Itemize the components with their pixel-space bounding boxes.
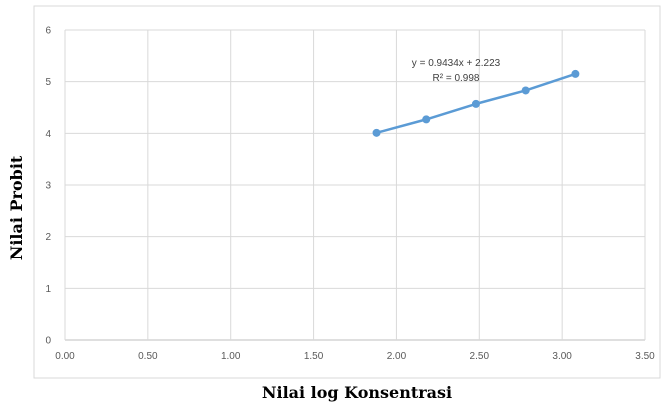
x-tick-label-0.50: 0.50 <box>138 351 158 362</box>
x-tick-label-2.50: 2.50 <box>470 351 490 362</box>
y-tick-label-5: 5 <box>45 77 51 88</box>
y-tick-label-2: 2 <box>45 232 51 243</box>
grid <box>64 29 646 341</box>
x-tick-label-3.50: 3.50 <box>635 351 655 362</box>
data-point-3 <box>471 99 480 108</box>
series <box>372 69 580 137</box>
trendline-equation: y = 0.9434x + 2.223 <box>412 58 501 69</box>
r-squared-label: R² = 0.998 <box>433 73 480 84</box>
y-axis-title: Nilai Probit <box>7 155 26 260</box>
x-tick-label-1.50: 1.50 <box>304 351 324 362</box>
y-tick-label-4: 4 <box>45 129 51 140</box>
data-point-2 <box>422 115 431 124</box>
tick-labels: 0 1 2 3 4 5 6 0.00 0.50 1.00 1.50 2.00 2.50 3.00 3.50 <box>45 26 655 363</box>
x-axis-title: Nilai log Konsentrasi <box>262 383 452 402</box>
data-point-1 <box>372 128 381 137</box>
chart-area-border <box>33 5 661 379</box>
data-point-5 <box>571 69 580 78</box>
x-tick-label-3.00: 3.00 <box>552 351 572 362</box>
y-tick-label-1: 1 <box>45 284 51 295</box>
x-tick-label-1.00: 1.00 <box>221 351 241 362</box>
y-tick-label-6: 6 <box>45 26 51 37</box>
data-point-4 <box>521 86 530 95</box>
x-tick-label-2.00: 2.00 <box>387 351 407 362</box>
y-tick-label-3: 3 <box>45 181 51 192</box>
x-tick-label-0.00: 0.00 <box>55 351 75 362</box>
y-tick-label-0: 0 <box>45 336 51 347</box>
